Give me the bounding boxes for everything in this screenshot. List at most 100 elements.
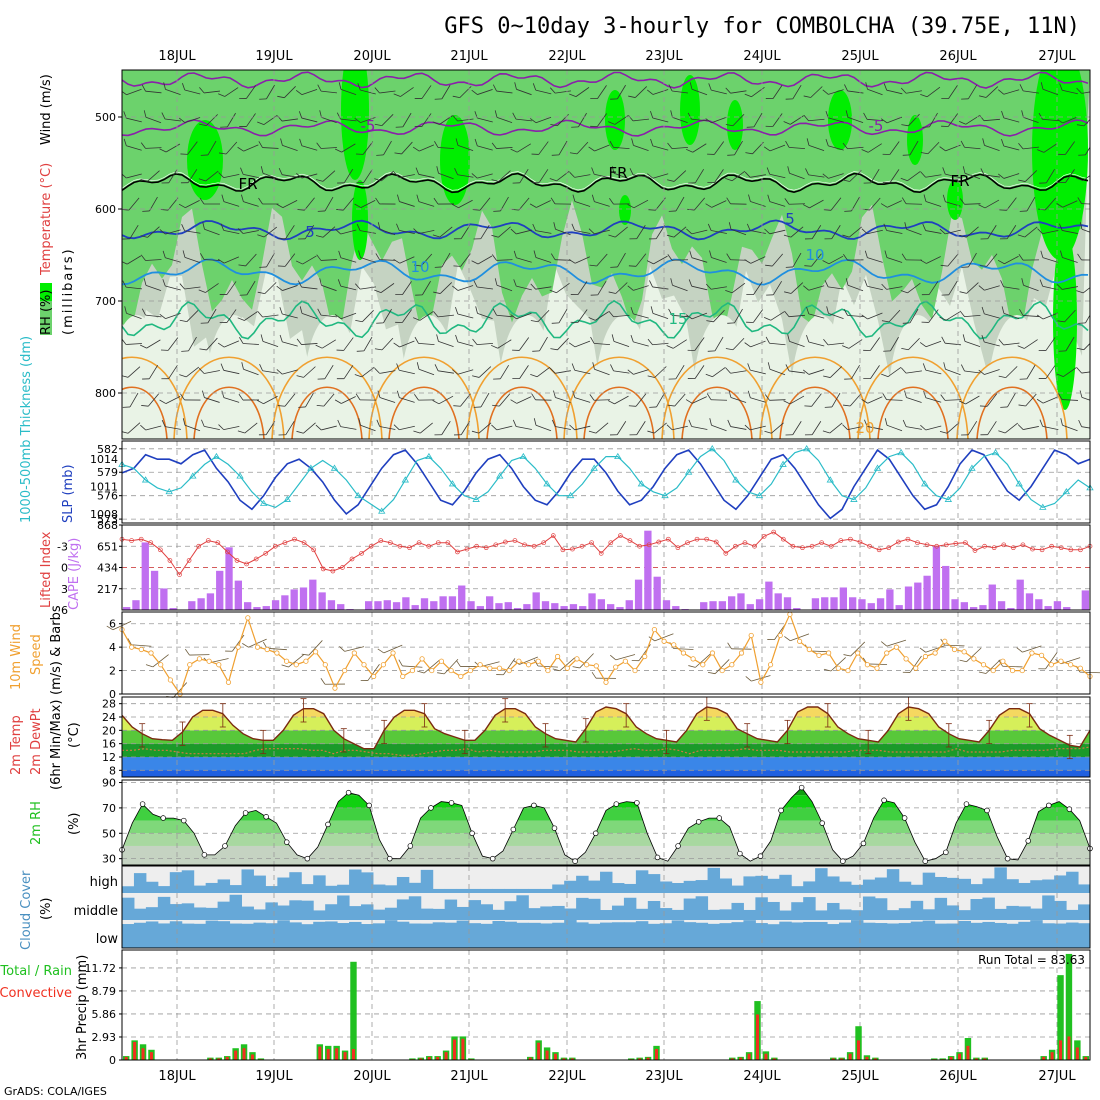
barb-flag xyxy=(649,280,653,288)
barb-flag xyxy=(276,285,283,291)
barb-shaft xyxy=(308,640,323,656)
wind-barb xyxy=(628,115,649,122)
date-label-bottom: 19JUL xyxy=(255,1069,293,1084)
wind-barb xyxy=(608,115,629,125)
barb-shaft xyxy=(789,395,805,405)
barb-flag xyxy=(922,223,926,231)
lifted-index-point xyxy=(570,546,575,552)
wind-barb xyxy=(551,140,568,156)
barb-shaft xyxy=(926,256,941,264)
wind-barb xyxy=(631,138,649,151)
barb-flag xyxy=(568,342,576,348)
barb-shaft xyxy=(264,282,277,294)
barb-shaft xyxy=(343,168,354,184)
wind-speed-point xyxy=(855,650,861,656)
precip-convective-bar xyxy=(873,1058,877,1060)
wind-barb xyxy=(1019,196,1036,212)
wind-barb xyxy=(491,254,513,261)
cape-bar xyxy=(988,584,996,610)
wind-barb xyxy=(961,84,977,100)
barb-shaft xyxy=(597,85,607,99)
cape-bar xyxy=(383,600,391,610)
barb-shaft xyxy=(1061,399,1079,401)
rh-point xyxy=(1046,802,1052,809)
barb-shaft xyxy=(516,257,532,263)
barb-flag xyxy=(1017,345,1025,349)
barb-shaft xyxy=(1042,229,1059,235)
barb-shaft xyxy=(321,116,337,124)
barb-flag xyxy=(393,424,400,431)
barb-flag xyxy=(962,334,966,342)
barb-shaft xyxy=(438,395,454,405)
barb-shaft xyxy=(1024,339,1038,349)
cloud-label: Cloud Cover xyxy=(19,870,34,950)
barb-flag xyxy=(358,418,361,426)
wind-barb xyxy=(276,285,298,291)
cape-bar xyxy=(765,581,773,610)
barb-shaft xyxy=(711,257,727,263)
cloud-cell xyxy=(504,888,517,893)
barb-shaft xyxy=(457,369,474,375)
cloud-cover-panel: high middle low Cloud Cover (%) xyxy=(19,865,1091,950)
barb-shaft xyxy=(633,341,649,347)
thickness-marker xyxy=(921,480,929,487)
barb-shaft xyxy=(694,197,705,211)
barb-flag xyxy=(726,197,731,205)
lifted-index-point xyxy=(915,540,920,546)
barb-shaft xyxy=(769,399,786,401)
wind-barb xyxy=(959,310,981,318)
wind-barb xyxy=(960,364,981,374)
cloud-cell xyxy=(576,875,589,893)
cloud-cell xyxy=(958,920,971,948)
wind-barb xyxy=(412,144,435,152)
wind-barb xyxy=(609,421,627,436)
barb-flag xyxy=(1019,308,1024,316)
barb-shaft xyxy=(301,88,318,96)
precip-convective-bar xyxy=(756,1014,760,1060)
wind-barb xyxy=(630,306,649,319)
wind-barb xyxy=(588,228,610,235)
barb-flag xyxy=(650,111,654,119)
wind-barb xyxy=(1017,226,1038,238)
convective-label: Convective xyxy=(0,986,72,1001)
cloud-cell xyxy=(982,878,995,893)
barb-shaft xyxy=(635,393,647,407)
barb-flag xyxy=(744,424,751,431)
wind-barb xyxy=(453,253,471,267)
barb-shaft xyxy=(673,226,687,238)
barb-shaft xyxy=(499,393,510,407)
cloud-cell xyxy=(647,874,661,893)
wind-barb xyxy=(491,142,513,149)
rh-point xyxy=(757,853,764,859)
wind-barb xyxy=(396,390,415,403)
barb-flag xyxy=(920,93,928,98)
cloud-cell xyxy=(994,867,1007,893)
wind-barb xyxy=(259,84,275,100)
barb-flag xyxy=(238,393,244,401)
cloud-cell xyxy=(827,876,840,893)
barb-flag xyxy=(257,121,265,125)
wind-barb xyxy=(978,369,1000,375)
wind-barb xyxy=(919,256,941,264)
barb-flag xyxy=(1000,280,1004,287)
cape-bar xyxy=(579,606,587,610)
barb-flag xyxy=(668,84,673,92)
barb-shaft xyxy=(1026,196,1036,212)
rh-band-90 xyxy=(828,90,852,150)
wind-speed-point xyxy=(545,667,551,674)
barb-flag xyxy=(611,334,615,342)
wind-barb xyxy=(764,394,786,401)
rh-point xyxy=(304,855,311,862)
wind-barb xyxy=(433,311,454,318)
wind-barb xyxy=(374,283,395,293)
wind-barb xyxy=(979,86,999,98)
precip-convective-bar xyxy=(436,1056,440,1060)
barb-flag xyxy=(843,404,851,407)
wind-speed-point xyxy=(225,679,232,685)
barb-shaft xyxy=(752,309,764,323)
barb-shaft xyxy=(497,339,512,349)
surface-wind-barb xyxy=(398,659,423,668)
wind-speed-point xyxy=(709,650,716,656)
wind-barb xyxy=(881,283,903,290)
